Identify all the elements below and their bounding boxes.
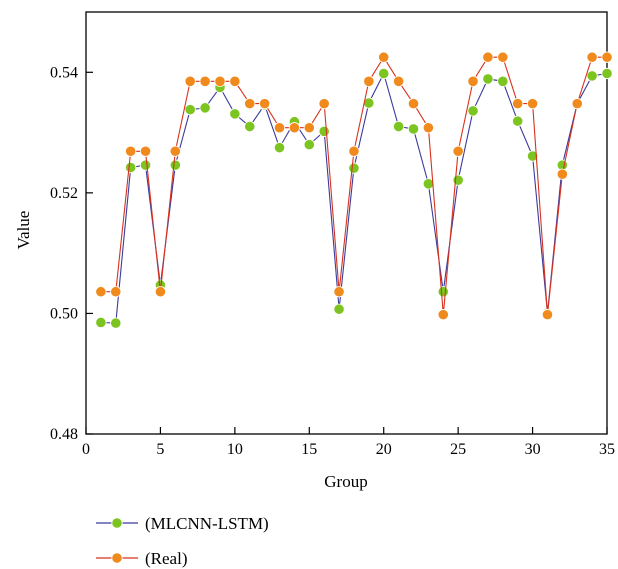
data-point: (MLCNN-LSTM) 1: 0.4985: [95, 316, 107, 329]
data-point: (Real) 21: 0.5385: [392, 75, 405, 87]
data-point: (Real) 5: 0.5036: [154, 286, 167, 298]
data-point: (MLCNN-LSTM) 2: 0.4984: [110, 317, 122, 329]
data-point: (Real) 35: 0.5425: [601, 51, 613, 63]
data-point: (Real) 18: 0.5269: [348, 145, 360, 157]
data-point: (Real) 7: 0.5385: [184, 75, 196, 87]
data-point: (MLCNN-LSTM) 10: 0.5331: [229, 108, 241, 120]
y-tick-label: 0.48: [50, 426, 78, 443]
data-point: (MLCNN-LSTM) 15: 0.528: [303, 139, 315, 151]
data-point: (MLCNN-LSTM) 18: 0.5241: [348, 162, 360, 174]
data-point: (Real) 3: 0.5269: [125, 145, 137, 157]
data-point: (MLCNN-LSTM) 11: 0.531: [244, 120, 256, 133]
data-point: (MLCNN-LSTM) 23: 0.5215: [422, 178, 434, 190]
data-point: (MLCNN-LSTM) 26: 0.5336: [467, 105, 479, 117]
data-point: (MLCNN-LSTM) 4: 0.5246: [139, 159, 152, 171]
data-point: (MLCNN-LSTM) 25: 0.5221: [452, 174, 464, 186]
data-point: (Real) 20: 0.5425: [378, 51, 390, 63]
data-point: (MLCNN-LSTM) 29: 0.5319: [512, 115, 524, 127]
data-point: (MLCNN-LSTM) 3: 0.5242: [125, 161, 137, 174]
y-axis-title: Value: [14, 211, 33, 250]
data-point: (Real) 19: 0.5385: [363, 75, 375, 87]
data-point: (MLCNN-LSTM) 20: 0.5398: [378, 67, 390, 80]
legend-label: (MLCNN-LSTM): [145, 514, 269, 533]
y-tick-label: 0.54: [50, 64, 78, 81]
data-point: (Real) 34: 0.5425: [586, 51, 598, 63]
data-point: (Real) 6: 0.5269: [169, 145, 181, 157]
data-point: (Real) 9: 0.5385: [214, 75, 226, 87]
data-point: (Real) 15: 0.5308: [303, 122, 315, 134]
series-real: (Real) 1: 0.5036(Real) 2: 0.5036 (Real) 3…: [95, 51, 613, 321]
legend-item: (MLCNN-LSTM): [96, 514, 269, 533]
data-point: (Real) 29: 0.5348: [512, 98, 524, 110]
x-tick-label: 30: [525, 441, 541, 458]
data-point: (Real) 30: 0.5348: [526, 98, 539, 110]
data-point: (MLCNN-LSTM) 28: 0.5385: [497, 75, 509, 87]
data-point: (Real) 4: 0.5269: [139, 145, 152, 157]
data-point: (Real) 28: 0.5425: [497, 51, 509, 63]
data-point: (MLCNN-LSTM) 6: 0.5246: [169, 159, 181, 171]
plot-border: [85, 11, 608, 435]
data-point: (Real) 14: 0.5308: [288, 122, 300, 134]
data-point: (MLCNN-LSTM) 8: 0.5341: [199, 102, 211, 114]
x-tick-label: 35: [599, 441, 615, 458]
series-layer: (MLCNN-LSTM) 1: 0.4985(MLCNN-LSTM) 2: 0.…: [95, 51, 613, 329]
data-point: (Real) 26: 0.5385: [467, 75, 479, 87]
legend-marker: [111, 517, 123, 529]
series-line: [100, 71, 608, 324]
data-point: (Real) 11: 0.5348: [244, 98, 256, 110]
data-point: (MLCNN-LSTM) 24: 0.5036: [437, 286, 449, 298]
data-point: (MLCNN-LSTM) 17: 0.5007: [333, 303, 345, 315]
data-point: (MLCNN-LSTM) 22: 0.5306: [407, 123, 420, 135]
data-point: (MLCNN-LSTM) 30: 0.5261: [526, 150, 539, 162]
data-point: (MLCNN-LSTM) 7: 0.5338: [184, 104, 196, 116]
y-axis-ticks: 0.48 0.50 0.52 0.54: [50, 64, 93, 443]
x-tick-label: 15: [301, 441, 317, 458]
x-tick-label: 10: [227, 441, 243, 458]
data-point: (MLCNN-LSTM) 21: 0.531: [392, 120, 405, 133]
data-point: (Real) 2: 0.5036: [110, 286, 122, 298]
data-point: (MLCNN-LSTM) 16: 0.5302: [318, 125, 330, 137]
data-point: (Real) 13: 0.5308: [273, 122, 286, 134]
legend: (MLCNN-LSTM) (Real): [96, 514, 269, 568]
legend-item: (Real): [96, 549, 187, 568]
data-point: (Real) 17: 0.5036: [333, 286, 345, 298]
data-point: (MLCNN-LSTM) 27: 0.5389: [482, 73, 494, 85]
legend-marker: [111, 552, 123, 564]
data-point: (Real) 24: 0.4998: [437, 309, 449, 321]
data-point: (Real) 31: 0.4998: [541, 309, 554, 321]
data-point: (Real) 27: 0.5425: [482, 51, 494, 63]
series-line: [100, 56, 607, 315]
data-point: (Real) 22: 0.5348: [407, 98, 420, 110]
data-point: (Real) 1: 0.5036: [95, 286, 107, 298]
data-point: (Real) 33: 0.5348: [571, 98, 583, 110]
data-point: (Real) 23: 0.5308: [422, 122, 434, 134]
data-point: (Real) 12: 0.5348: [259, 98, 271, 110]
x-axis-title: Group: [324, 472, 367, 491]
x-axis-ticks: 0 5 10 15 20 25 30 35: [82, 427, 615, 458]
data-point: (MLCNN-LSTM) 13: 0.5275: [273, 142, 286, 154]
x-tick-label: 5: [156, 441, 164, 458]
data-point: (MLCNN-LSTM) 35: 0.5398: [601, 67, 613, 80]
x-tick-label: 20: [376, 441, 392, 458]
y-tick-label: 0.52: [50, 185, 78, 202]
x-tick-label: 25: [450, 441, 466, 458]
data-point: (Real) 25: 0.5269: [452, 145, 464, 157]
x-tick-label: 0: [82, 441, 90, 458]
data-point: (Real) 32: 0.5231: [556, 168, 568, 180]
data-point: (Real) 8: 0.5385: [199, 75, 211, 87]
data-point: (Real) 10: 0.5385: [229, 75, 241, 87]
plot-frame: [85, 11, 608, 435]
legend-label: (Real): [145, 549, 187, 568]
data-point: (MLCNN-LSTM) 34: 0.5394: [586, 70, 598, 82]
y-tick-label: 0.50: [50, 305, 78, 322]
data-point: (Real) 16: 0.5348: [318, 98, 330, 110]
